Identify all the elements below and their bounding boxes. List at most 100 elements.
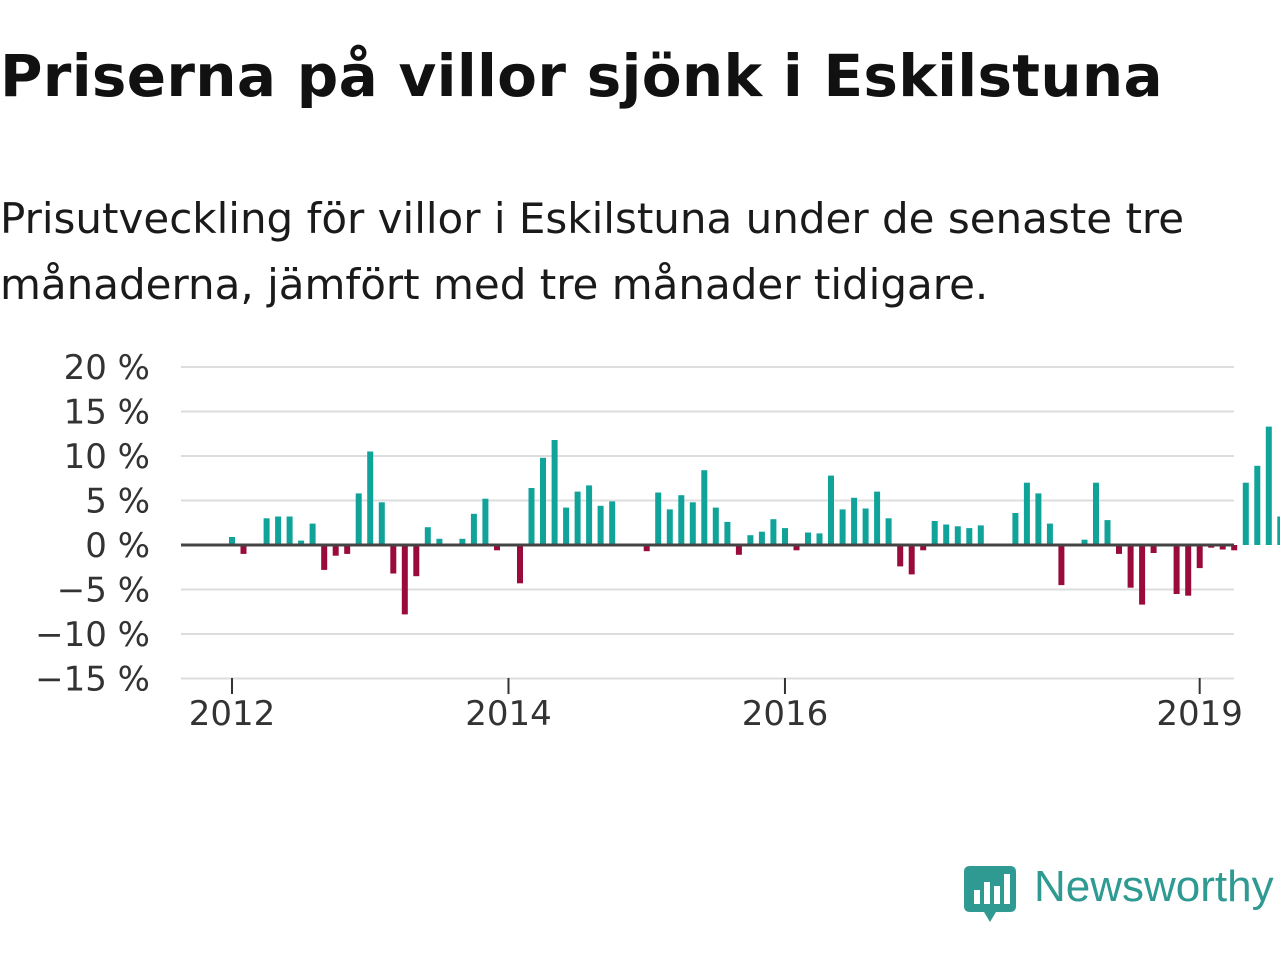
bar <box>701 470 708 545</box>
brand-name: Newsworthy <box>1034 862 1274 911</box>
bar <box>401 545 408 615</box>
bar <box>678 495 685 545</box>
bar <box>1277 516 1280 545</box>
bar <box>885 518 892 545</box>
bar <box>378 502 385 545</box>
bar <box>309 523 316 545</box>
bar <box>517 545 523 584</box>
newsworthy-logo-icon <box>964 866 1016 922</box>
bar <box>1231 545 1238 551</box>
y-tick-label: −5 % <box>57 571 150 611</box>
bar <box>1104 520 1111 545</box>
bar <box>1150 545 1157 553</box>
y-tick-label: 15 % <box>64 393 150 433</box>
bar <box>1046 523 1053 545</box>
bar <box>1116 545 1122 554</box>
bar <box>494 545 500 551</box>
bar <box>943 524 950 545</box>
bar <box>229 537 235 545</box>
bar <box>413 545 420 577</box>
y-tick-label: −15 % <box>35 660 150 700</box>
bar <box>586 485 593 545</box>
bar <box>1139 545 1146 605</box>
bar <box>470 513 477 545</box>
bar <box>966 528 973 545</box>
y-tick-label: −10 % <box>35 615 150 655</box>
bar <box>1127 545 1134 588</box>
bar <box>332 545 339 556</box>
bar <box>782 528 788 545</box>
bar <box>298 540 305 546</box>
bar <box>1219 545 1226 550</box>
bar <box>1254 465 1261 545</box>
x-tick-label: 2016 <box>742 694 829 734</box>
bar <box>528 488 535 545</box>
chart-subtitle: Prisutveckling för villor i Eskilstuna u… <box>0 194 1185 309</box>
bar <box>655 492 662 545</box>
bar <box>931 521 938 545</box>
bar <box>1265 426 1272 545</box>
x-axis: 2012201420162019202120232025 <box>189 678 1243 734</box>
bar <box>321 545 328 570</box>
bar <box>908 545 915 575</box>
bar <box>344 545 351 554</box>
x-tick-label: 2014 <box>465 694 552 734</box>
bar <box>874 491 881 545</box>
bar <box>862 508 869 545</box>
y-axis-labels: 20 % 15 %10 % 5 %0 % −5 %−10 % −15 % <box>35 348 150 700</box>
bar <box>920 545 927 551</box>
chart-title: Priserna på villor sjönk i Eskilstuna <box>0 42 1163 110</box>
bars <box>229 426 1280 615</box>
bar <box>367 451 374 545</box>
bar <box>793 545 800 551</box>
bar <box>1242 482 1249 545</box>
bar <box>1173 545 1180 594</box>
bar <box>275 516 282 545</box>
bar <box>1185 545 1192 596</box>
bar <box>747 535 754 545</box>
bar <box>355 493 362 545</box>
bar <box>758 531 765 546</box>
bar <box>805 532 811 545</box>
bar <box>689 502 696 545</box>
bar <box>828 475 834 545</box>
bar <box>263 518 270 545</box>
bar <box>551 440 558 545</box>
bar <box>286 516 293 545</box>
y-tick-label: 5 % <box>85 482 150 522</box>
bar <box>436 538 443 545</box>
bar <box>977 525 984 545</box>
bar <box>735 545 742 555</box>
bar <box>643 545 650 552</box>
bar <box>482 498 489 545</box>
bar <box>459 538 466 545</box>
bar <box>609 501 616 545</box>
bar <box>240 545 247 554</box>
bar <box>954 526 961 545</box>
bar-chart: 20 % 15 %10 % 5 %0 % −5 %−10 % −15 % 2012 201… <box>35 348 1280 734</box>
bar <box>1023 482 1030 545</box>
bar <box>666 509 673 545</box>
bar <box>1093 482 1099 545</box>
bar <box>390 545 397 574</box>
y-tick-label: 20 % <box>64 348 150 388</box>
bar <box>897 545 904 567</box>
bar <box>1058 545 1065 586</box>
bar <box>597 505 604 545</box>
bar <box>816 533 823 545</box>
bar <box>1196 545 1203 569</box>
gridlines <box>181 366 1234 680</box>
bar <box>1081 539 1088 545</box>
bar <box>770 519 777 545</box>
bar <box>563 507 570 545</box>
bar <box>839 509 846 545</box>
bar <box>712 507 719 545</box>
bar <box>1035 493 1042 545</box>
bar <box>1012 513 1019 545</box>
x-tick-label: 2012 <box>189 694 276 734</box>
bar <box>424 527 431 545</box>
bar <box>851 497 858 545</box>
bar <box>540 457 546 545</box>
x-tick-label: 2019 <box>1156 694 1243 734</box>
y-tick-label: 10 % <box>64 437 150 477</box>
